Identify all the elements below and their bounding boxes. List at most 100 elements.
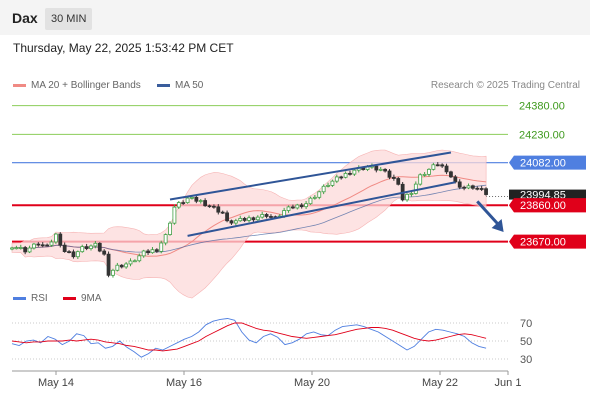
candle [75,251,80,258]
x-tick-label: May 22 [422,377,458,389]
candle [176,202,181,208]
candle [374,165,379,171]
forecast-arrowhead [491,219,504,233]
candle [449,171,453,178]
candle [453,176,458,183]
candle [80,246,85,253]
candle [14,247,19,250]
candle [115,264,120,271]
upper-channel-line [169,151,452,201]
level-label: 23860.00 [520,200,566,212]
candle [396,178,401,185]
candle [255,216,260,221]
level-label: 24230.00 [519,129,565,141]
candle [97,242,102,252]
candle [242,218,247,221]
ma50-label: MA 50 [175,80,204,91]
candle [124,263,129,268]
header-bar: Dax 30 MIN [0,0,590,35]
candle [133,260,137,263]
candle [220,211,225,214]
candle [286,206,291,211]
x-tick-label: May 14 [38,377,74,389]
9ma-swatch [63,296,76,300]
level-label: 24082.00 [520,158,566,170]
candle [422,173,427,176]
legend-9ma: 9MA [63,293,102,304]
candle [479,188,484,190]
candle [427,168,431,175]
level-tag [509,198,586,213]
candle [470,185,475,189]
candle [23,247,28,253]
candle [216,206,221,213]
candle [475,187,480,190]
candle [128,260,133,265]
candle [317,191,322,198]
candle [27,247,32,253]
rsi-ref-label: 50 [520,336,532,348]
candle [440,164,445,167]
candle [269,216,273,218]
candle [18,247,23,249]
candle [260,214,265,218]
candle [89,245,93,250]
candle [334,176,339,182]
rsi-label: RSI [31,293,48,304]
candle [10,247,14,250]
candle [326,184,330,187]
candle [339,176,344,179]
candle [444,165,449,173]
rsi-9ma-line [11,322,487,352]
9ma-label: 9MA [81,293,102,304]
forecast-arrow-shaft [476,200,502,229]
candle [141,250,146,257]
x-tick-label: May 20 [294,377,330,389]
candle [457,181,462,188]
candle [163,234,168,244]
candle [62,244,67,253]
candle [159,242,164,252]
candle [295,204,300,209]
credit-text: Research © 2025 Trading Central [430,80,580,91]
candle [181,202,186,204]
candle [299,204,304,208]
datetime-label: Thursday, May 22, 2025 1:53:42 PM CET [13,41,234,55]
candle [137,255,142,262]
candle [312,196,317,199]
candle [352,169,357,175]
candle [190,196,194,199]
last-price-tag [509,189,586,200]
candle [71,251,76,258]
interval-selector[interactable]: 30 MIN [45,8,93,30]
candle [330,180,335,186]
level-tag [509,234,586,249]
candle [111,269,115,276]
legend-ma20: MA 20 + Bollinger Bands [13,80,141,91]
candle [431,164,436,170]
level-tag [509,155,586,170]
candle [84,246,89,250]
rsi-ref-label: 30 [520,354,532,366]
candle [291,206,295,209]
candle [225,212,229,222]
candle [53,233,58,243]
candle [387,170,392,178]
candle [462,186,467,189]
candle [207,205,212,208]
candle [466,185,471,189]
level-label: 24380.00 [519,101,565,113]
candle [282,210,287,217]
rsi-swatch [13,296,26,300]
candle [40,244,45,247]
candle [418,174,423,185]
candle [413,183,418,194]
ma20-swatch [13,83,26,87]
candle [238,218,243,222]
candle [194,196,199,202]
candle [58,233,63,246]
candle [102,250,107,255]
candle [233,220,238,224]
legend-ma50: MA 50 [157,80,203,91]
